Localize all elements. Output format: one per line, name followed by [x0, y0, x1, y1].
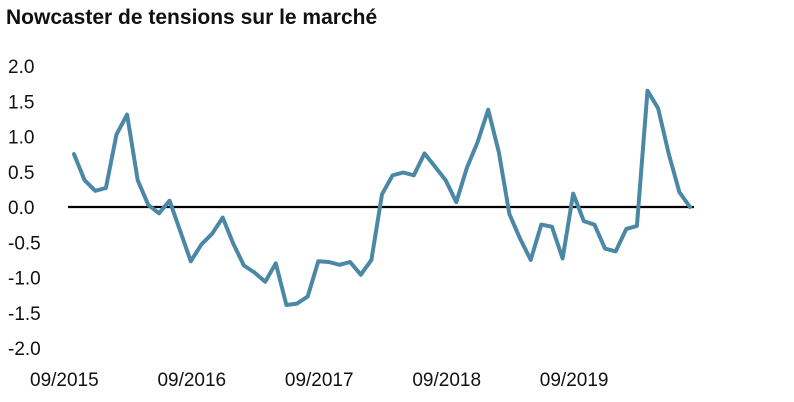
x-tick-label: 09/2019	[540, 370, 609, 391]
x-axis-ticks: 09/2015 09/2016 09/2017 09/2018 09/2019	[30, 370, 608, 391]
x-tick-label: 09/2018	[412, 370, 481, 391]
y-tick-label: 2.0	[8, 57, 34, 78]
y-tick-label: -1.0	[8, 269, 41, 290]
y-tick-label: -1.5	[8, 304, 41, 325]
y-tick-label: 0.0	[8, 198, 34, 219]
x-tick-label: 09/2017	[285, 370, 354, 391]
x-tick-label: 09/2015	[30, 370, 99, 391]
y-tick-label: 1.0	[8, 128, 34, 149]
x-tick-label: 09/2016	[157, 370, 226, 391]
chart-title: Nowcaster de tensions sur le marché	[6, 6, 378, 29]
y-tick-label: -2.0	[8, 339, 41, 360]
y-tick-label: 1.5	[8, 92, 34, 113]
y-axis-ticks: 2.0 1.5 1.0 0.5 0.0 -0.5 -1.0 -1.5 -2.0	[8, 57, 41, 360]
series-line	[72, 88, 692, 307]
y-tick-label: 0.5	[8, 163, 34, 184]
y-tick-label: -0.5	[8, 233, 41, 254]
